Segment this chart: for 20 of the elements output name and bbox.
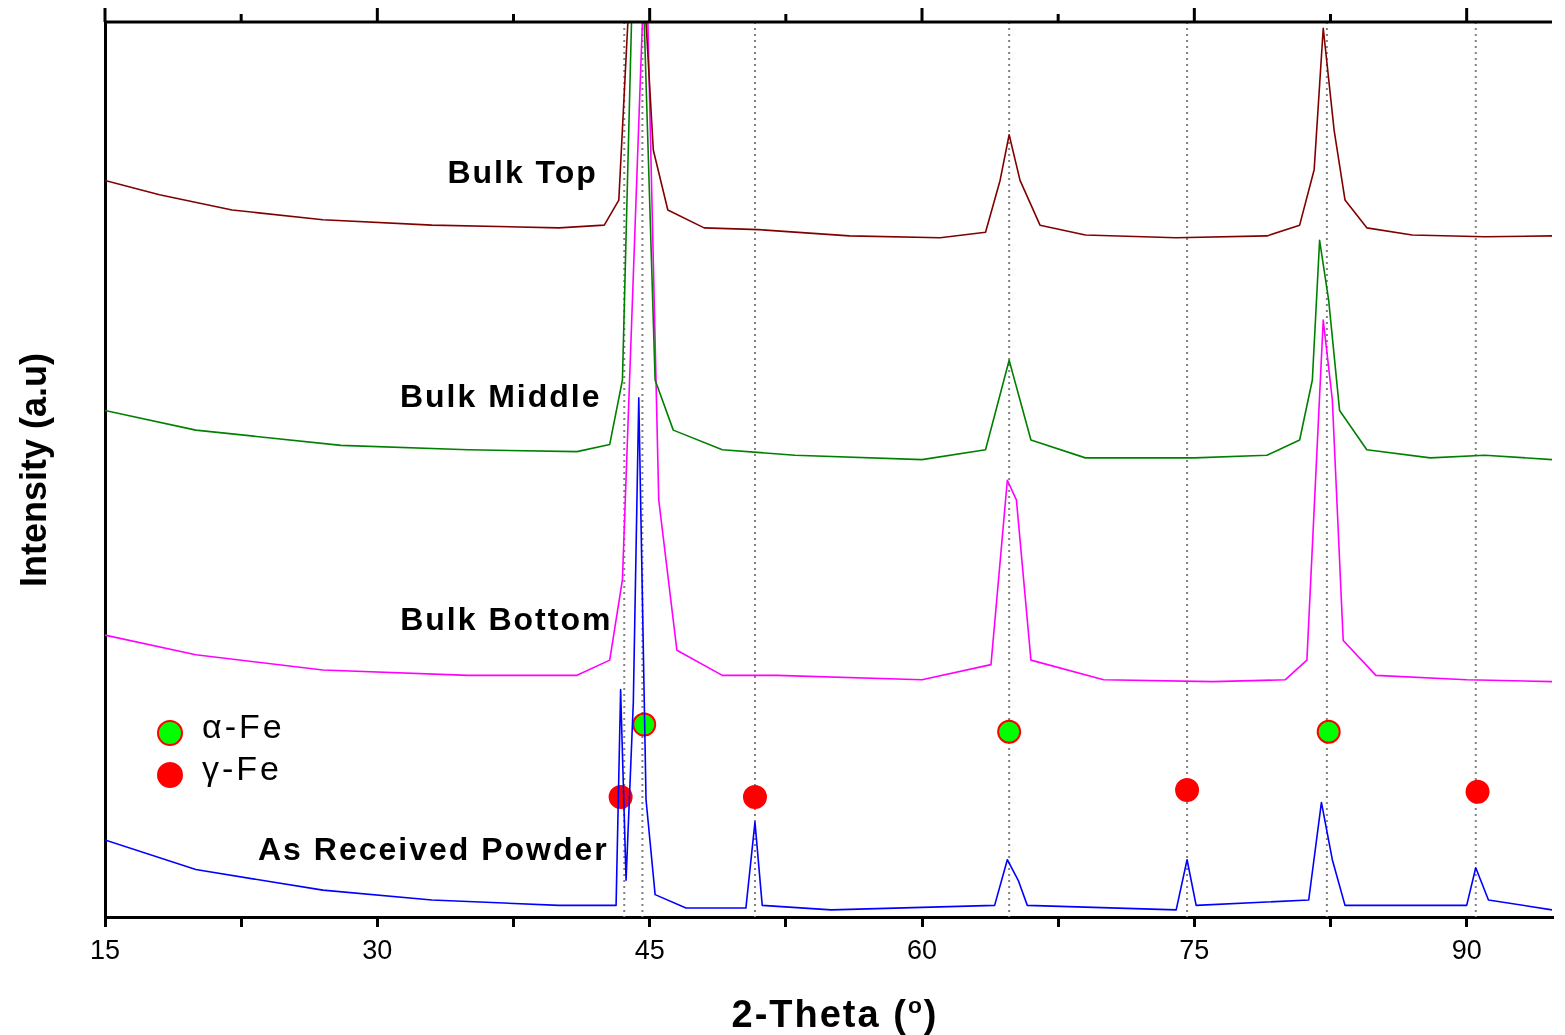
series-label: As Received Powder bbox=[257, 831, 609, 868]
point bbox=[1175, 777, 1200, 802]
point bbox=[997, 719, 1022, 744]
legend-label: α-Fe bbox=[202, 707, 285, 746]
x-tick-label: 45 bbox=[634, 934, 665, 965]
series-label: Bulk Bottom bbox=[400, 601, 613, 638]
series-label: Bulk Top bbox=[447, 153, 598, 190]
y-axis-title: Intensity (a.u) bbox=[13, 352, 55, 588]
x-tick-label: 30 bbox=[362, 934, 393, 965]
x-tick-label: 60 bbox=[906, 934, 938, 965]
x-axis-title: 2-Theta ($^{o}$) bbox=[730, 991, 940, 1035]
point bbox=[742, 785, 767, 810]
point bbox=[632, 712, 657, 737]
point bbox=[1465, 779, 1490, 804]
legend-label: γ-Fe bbox=[202, 749, 282, 788]
series-label: Bulk Middle bbox=[399, 377, 602, 414]
x-tick-label: 90 bbox=[1451, 934, 1482, 965]
x-tick-label: 75 bbox=[1179, 934, 1210, 965]
x-tick-label: 15 bbox=[89, 934, 121, 965]
point bbox=[1316, 719, 1341, 744]
